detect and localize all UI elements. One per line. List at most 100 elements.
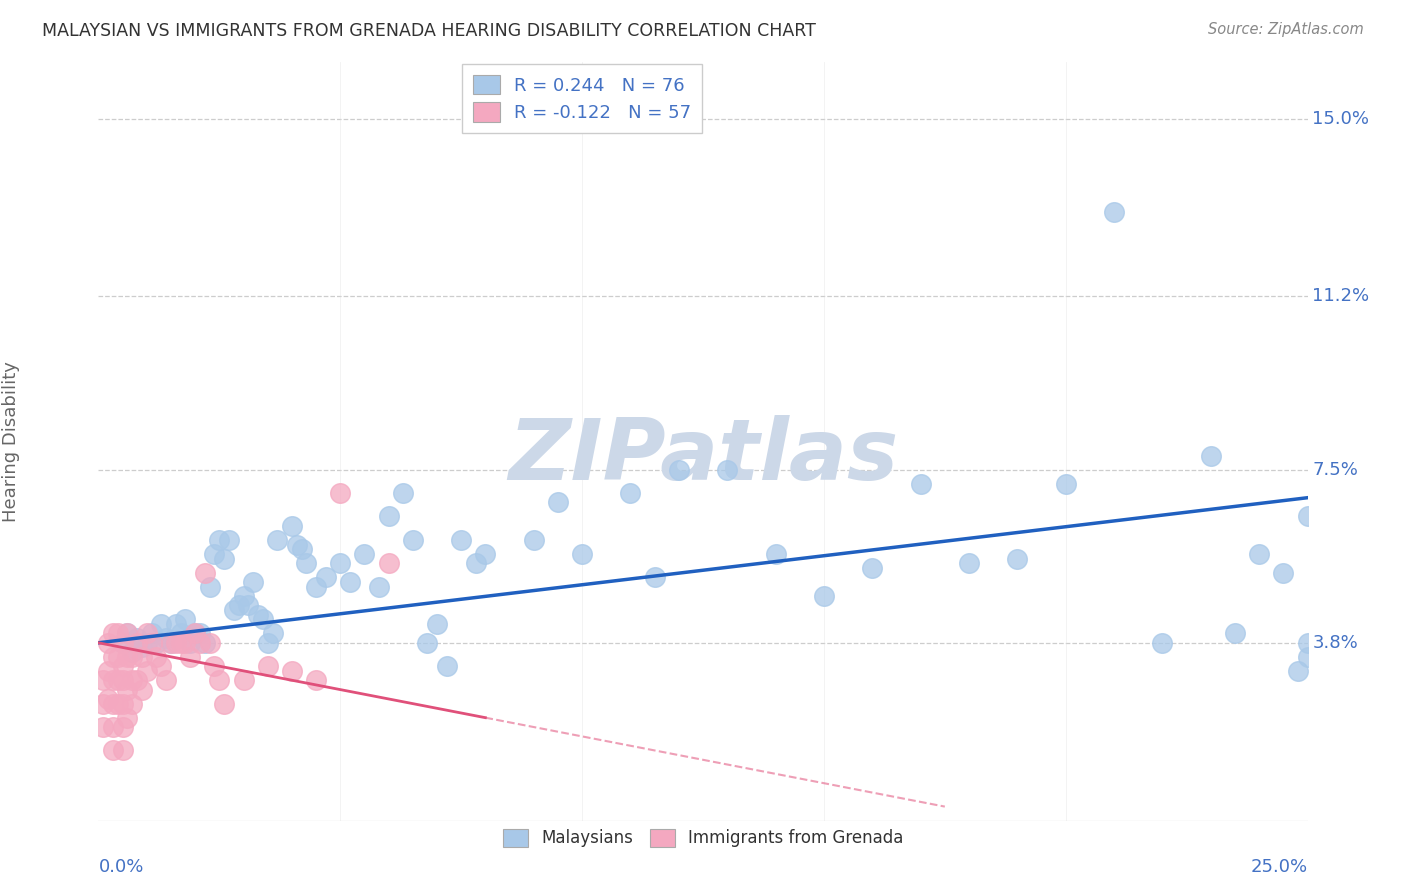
Point	[368, 580, 391, 594]
Point	[169, 626, 191, 640]
Point	[910, 476, 932, 491]
Point	[150, 617, 173, 632]
Point	[107, 697, 129, 711]
Point	[247, 607, 270, 622]
Point	[1152, 636, 1174, 650]
Point	[97, 636, 120, 650]
Point	[208, 673, 231, 688]
Point	[1296, 636, 1319, 650]
Point	[1102, 205, 1125, 219]
Point	[377, 509, 399, 524]
Text: 25.0%: 25.0%	[1250, 858, 1308, 876]
Point	[145, 649, 167, 664]
Point	[416, 636, 439, 650]
Point	[117, 626, 139, 640]
Point	[204, 659, 226, 673]
Point	[1249, 547, 1271, 561]
Point	[184, 626, 207, 640]
Point	[131, 640, 153, 655]
Point	[145, 636, 167, 650]
Point	[212, 697, 235, 711]
Text: 11.2%: 11.2%	[1312, 287, 1369, 305]
Point	[141, 636, 163, 650]
Point	[107, 673, 129, 688]
Point	[377, 556, 399, 570]
Point	[1007, 551, 1029, 566]
Point	[860, 561, 883, 575]
Point	[212, 551, 235, 566]
Point	[198, 636, 221, 650]
Point	[184, 626, 207, 640]
Point	[262, 626, 284, 640]
Text: 0.0%: 0.0%	[98, 858, 143, 876]
Point	[101, 626, 124, 640]
Text: 7.5%: 7.5%	[1312, 460, 1358, 479]
Point	[957, 556, 980, 570]
Point	[179, 649, 201, 664]
Point	[266, 533, 288, 547]
Point	[204, 547, 226, 561]
Point	[107, 649, 129, 664]
Point	[141, 626, 163, 640]
Point	[222, 603, 245, 617]
Point	[117, 649, 139, 664]
Point	[450, 533, 472, 547]
Point	[644, 570, 666, 584]
Point	[285, 537, 308, 551]
Point	[101, 673, 124, 688]
Point	[353, 547, 375, 561]
Point	[111, 636, 134, 650]
Point	[194, 636, 217, 650]
Point	[242, 574, 264, 589]
Point	[668, 462, 690, 476]
Point	[765, 547, 787, 561]
Point	[290, 542, 312, 557]
Point	[523, 533, 546, 547]
Point	[228, 599, 250, 613]
Point	[155, 673, 177, 688]
Text: Hearing Disability: Hearing Disability	[3, 361, 20, 522]
Point	[1223, 626, 1246, 640]
Point	[91, 720, 114, 734]
Point	[1286, 664, 1309, 678]
Point	[150, 659, 173, 673]
Point	[127, 636, 149, 650]
Point	[111, 659, 134, 673]
Text: 3.8%: 3.8%	[1312, 634, 1358, 652]
Point	[1054, 476, 1077, 491]
Point	[121, 697, 143, 711]
Point	[1296, 649, 1319, 664]
Point	[305, 580, 328, 594]
Point	[174, 612, 197, 626]
Point	[131, 649, 153, 664]
Point	[252, 612, 274, 626]
Point	[135, 636, 157, 650]
Point	[97, 664, 120, 678]
Point	[101, 720, 124, 734]
Point	[131, 682, 153, 697]
Point	[91, 697, 114, 711]
Point	[101, 743, 124, 757]
Point	[571, 547, 593, 561]
Point	[160, 636, 183, 650]
Point	[160, 636, 183, 650]
Point	[474, 547, 496, 561]
Point	[121, 649, 143, 664]
Point	[174, 636, 197, 650]
Point	[208, 533, 231, 547]
Point	[111, 720, 134, 734]
Point	[619, 486, 641, 500]
Point	[436, 659, 458, 673]
Point	[426, 617, 449, 632]
Point	[101, 697, 124, 711]
Point	[295, 556, 318, 570]
Point	[111, 673, 134, 688]
Point	[281, 664, 304, 678]
Point	[117, 682, 139, 697]
Point	[1272, 566, 1295, 580]
Point	[716, 462, 738, 476]
Point	[238, 599, 260, 613]
Point	[198, 580, 221, 594]
Point	[218, 533, 240, 547]
Point	[813, 589, 835, 603]
